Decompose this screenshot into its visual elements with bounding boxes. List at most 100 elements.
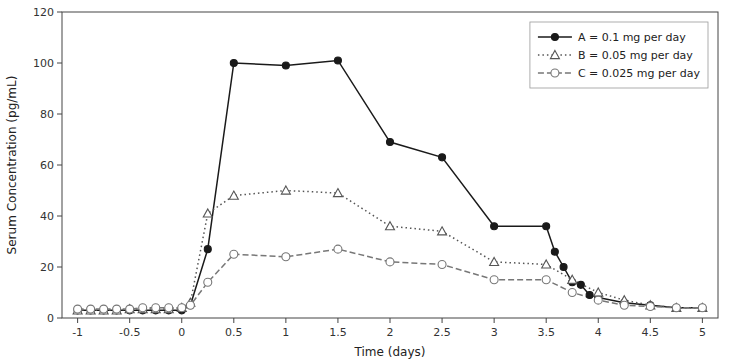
- data-point: [86, 306, 95, 314]
- legend: A = 0.1 mg per day B = 0.05 mg per day C =…: [530, 22, 708, 88]
- y-tick-label: 40: [40, 210, 54, 223]
- y-tick-label: 0: [47, 312, 54, 325]
- data-point: [333, 189, 342, 197]
- x-tick-label: 2: [387, 326, 394, 339]
- y-tick-label: 60: [40, 159, 54, 172]
- data-point: [673, 304, 680, 311]
- data-point: [204, 278, 212, 286]
- x-tick-label: 3: [491, 326, 498, 339]
- y-tick: [57, 216, 62, 217]
- data-point: [568, 289, 576, 297]
- plot-area: [73, 57, 707, 314]
- data-point: [672, 304, 680, 312]
- data-point: [186, 301, 194, 309]
- data-point: [542, 260, 551, 268]
- x-tick: [390, 318, 391, 323]
- data-point: [99, 306, 108, 314]
- x-tick: [77, 318, 78, 323]
- data-point: [165, 304, 173, 312]
- data-point: [204, 246, 211, 253]
- data-point: [438, 227, 447, 235]
- data-point: [74, 305, 82, 313]
- x-tick-label: 1.5: [329, 326, 347, 339]
- data-point: [73, 306, 82, 314]
- series-line: [78, 60, 703, 310]
- data-point: [282, 253, 290, 261]
- chart: 020406080100120-1-0.500.511.522.533.544.…: [0, 0, 730, 362]
- legend-label: A = 0.1 mg per day: [578, 31, 686, 44]
- data-point: [152, 304, 160, 312]
- y-tick-label: 100: [33, 57, 54, 70]
- data-point: [230, 60, 237, 67]
- series-line: [78, 249, 703, 309]
- x-tick: [598, 318, 599, 323]
- x-tick: [181, 318, 182, 323]
- x-tick-label: 2.5: [433, 326, 451, 339]
- y-tick-label: 120: [33, 6, 54, 19]
- data-point: [203, 209, 212, 217]
- data-point: [672, 303, 681, 311]
- x-tick: [702, 318, 703, 323]
- data-point: [438, 260, 446, 268]
- data-point: [490, 276, 498, 284]
- data-point: [586, 292, 593, 299]
- plot-frame: [62, 12, 718, 318]
- x-tick: [337, 318, 338, 323]
- x-tick: [129, 318, 130, 323]
- y-tick: [57, 318, 62, 319]
- data-point: [542, 276, 550, 284]
- legend-marker: [551, 69, 559, 77]
- data-point: [439, 154, 446, 161]
- x-tick: [494, 318, 495, 323]
- data-point: [178, 304, 186, 312]
- x-tick-label: 0.5: [225, 326, 243, 339]
- x-tick-label: 4: [595, 326, 602, 339]
- data-point: [560, 264, 567, 271]
- data-point: [551, 248, 558, 255]
- x-tick: [233, 318, 234, 323]
- data-point: [386, 222, 395, 230]
- y-tick: [57, 267, 62, 268]
- data-point: [594, 296, 602, 304]
- data-point: [699, 304, 706, 311]
- y-tick: [57, 165, 62, 166]
- data-point: [139, 304, 147, 312]
- x-tick-label: 3.5: [537, 326, 555, 339]
- legend-label: B = 0.05 mg per day: [578, 49, 693, 62]
- legend-label: C = 0.025 mg per day: [578, 67, 701, 80]
- data-point: [491, 223, 498, 230]
- data-point: [646, 303, 654, 311]
- data-point: [126, 305, 134, 313]
- x-tick: [650, 318, 651, 323]
- data-point: [543, 223, 550, 230]
- x-axis-label: Time (days): [354, 345, 426, 359]
- series-line: [78, 191, 703, 311]
- x-tick-label: 0: [178, 326, 185, 339]
- x-tick-label: 1: [282, 326, 289, 339]
- data-point: [698, 303, 707, 311]
- data-point: [620, 301, 628, 309]
- data-point: [698, 304, 706, 312]
- y-tick-label: 80: [40, 108, 54, 121]
- data-point: [568, 275, 577, 283]
- legend-box: [530, 22, 708, 88]
- data-point: [151, 305, 160, 313]
- x-tick-label: 4.5: [642, 326, 660, 339]
- data-point: [282, 62, 289, 69]
- x-tick-label: 5: [699, 326, 706, 339]
- data-point: [387, 139, 394, 146]
- x-tick: [285, 318, 286, 323]
- x-tick: [442, 318, 443, 323]
- data-point: [334, 245, 342, 253]
- legend-marker: [551, 34, 558, 41]
- data-point: [164, 305, 173, 313]
- y-axis-label: Serum Concentration (pg/mL): [5, 76, 19, 255]
- data-point: [125, 305, 134, 313]
- data-point: [112, 306, 121, 314]
- x-tick-label: -1: [72, 326, 83, 339]
- data-point: [87, 305, 95, 313]
- data-point: [229, 191, 238, 199]
- data-point: [100, 305, 108, 313]
- y-tick: [57, 63, 62, 64]
- y-tick-label: 20: [40, 261, 54, 274]
